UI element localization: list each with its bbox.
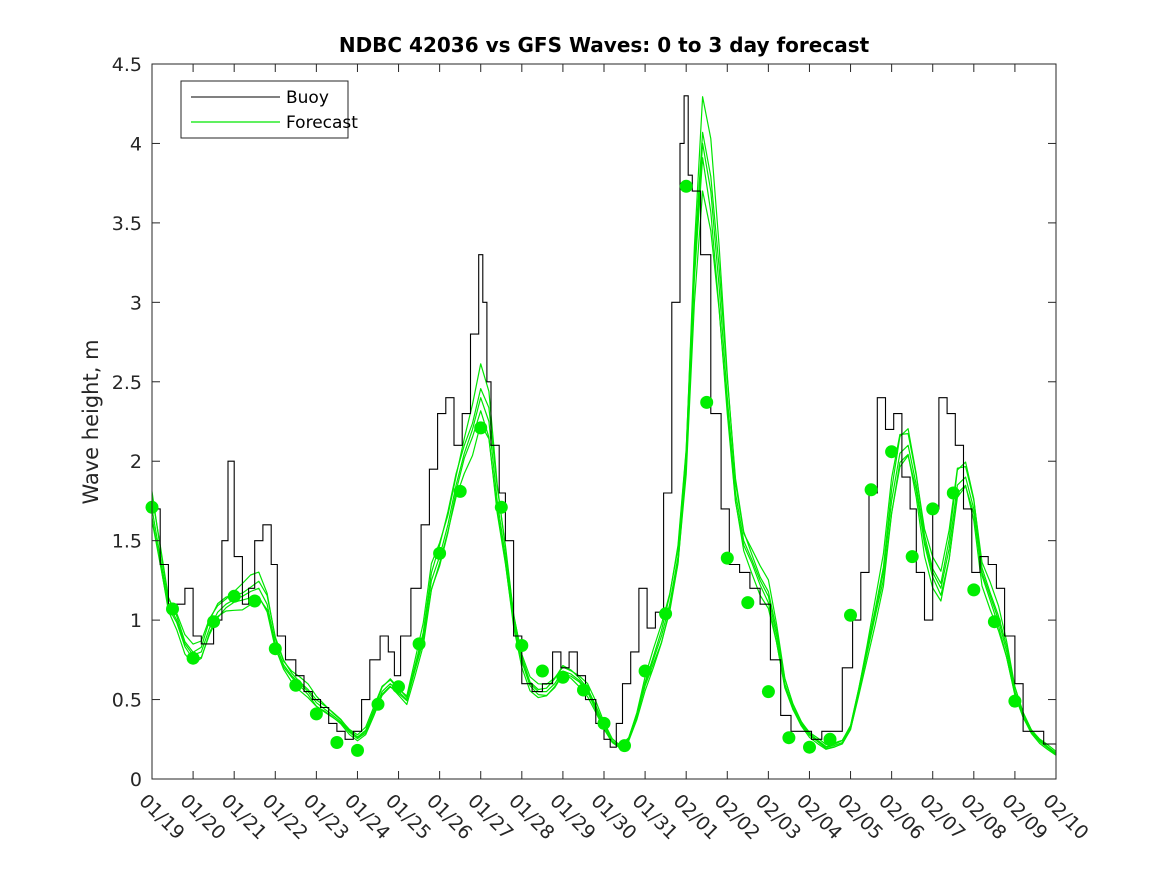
forecast-marker — [905, 550, 919, 564]
forecast-marker — [741, 596, 755, 610]
forecast-marker — [987, 615, 1001, 629]
y-tick-label: 2.5 — [112, 372, 142, 394]
forecast-marker — [844, 608, 857, 622]
forecast-marker — [515, 639, 529, 652]
forecast-marker — [761, 685, 775, 699]
y-tick-label: 1 — [130, 610, 142, 632]
forecast-marker — [823, 732, 837, 746]
y-tick-label: 4 — [130, 133, 142, 155]
forecast-marker — [535, 664, 549, 678]
forecast-marker — [330, 736, 344, 749]
forecast-marker — [946, 486, 960, 500]
y-tick-label: 0 — [130, 769, 142, 791]
forecast-marker — [166, 602, 179, 616]
forecast-marker — [700, 395, 714, 409]
forecast-marker — [638, 664, 652, 678]
chart-title: NDBC 42036 vs GFS Waves: 0 to 3 day fore… — [339, 33, 870, 57]
forecast-marker — [474, 421, 488, 435]
y-tick-label: 3.5 — [112, 213, 142, 235]
forecast-marker — [556, 670, 570, 684]
forecast-marker — [371, 697, 385, 711]
forecast-marker — [412, 637, 426, 651]
legend: Buoy Forecast — [180, 80, 358, 139]
forecast-marker — [679, 179, 693, 193]
y-tick-label: 0.5 — [112, 690, 142, 712]
y-axis-label: Wave height, m — [79, 339, 103, 504]
y-tick-label: 2 — [130, 451, 142, 473]
forecast-marker — [248, 594, 262, 608]
forecast-marker — [494, 500, 508, 514]
forecast-marker — [803, 740, 816, 754]
plot-area — [152, 64, 1056, 779]
forecast-marker — [720, 551, 734, 565]
legend-forecast-label: Forecast — [286, 113, 358, 133]
forecast-marker — [885, 445, 899, 459]
forecast-marker — [967, 583, 981, 597]
y-tick-label: 3 — [130, 292, 142, 314]
forecast-marker — [351, 743, 364, 757]
forecast-marker — [453, 484, 467, 498]
y-tick-label: 1.5 — [112, 531, 142, 553]
forecast-marker — [864, 483, 878, 497]
buoy-line — [152, 95, 1057, 756]
forecast-marker — [268, 642, 282, 656]
forecast-marker — [433, 546, 447, 560]
forecast-marker — [577, 683, 590, 697]
forecast-marker — [309, 707, 323, 721]
forecast-marker — [186, 651, 200, 665]
legend-buoy-label: Buoy — [286, 88, 329, 108]
legend-box — [180, 80, 349, 139]
forecast-marker — [392, 680, 405, 694]
forecast-marker — [926, 502, 940, 516]
marker-layer — [145, 179, 1022, 757]
forecast-marker — [597, 716, 611, 730]
forecast-marker — [659, 607, 673, 621]
forecast-marker — [618, 739, 631, 753]
forecast-marker — [289, 678, 303, 692]
forecast-marker — [227, 589, 241, 603]
forecast-marker — [207, 615, 221, 629]
forecast-marker — [1008, 694, 1022, 708]
forecast-marker — [782, 731, 796, 745]
y-tick-label: 4.5 — [112, 54, 142, 76]
